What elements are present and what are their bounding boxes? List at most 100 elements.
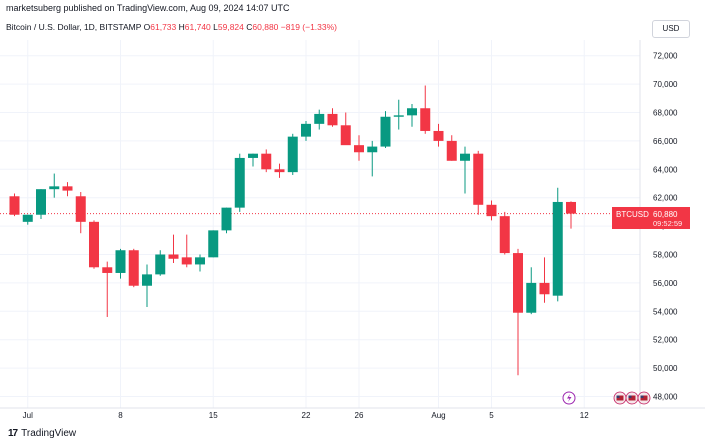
change-value: −819 (−1.33%) [280, 22, 338, 32]
candle [446, 135, 457, 161]
candle [367, 140, 378, 177]
candle-body [181, 257, 192, 265]
candle-body [128, 250, 139, 286]
candle [9, 193, 20, 217]
candle-body [552, 201, 563, 296]
axes [0, 40, 705, 409]
candle [513, 248, 523, 376]
candle-body [155, 254, 166, 275]
candle [36, 189, 46, 219]
tradingview-logo-text: TradingView [21, 428, 77, 439]
high-value: 61,740 [184, 22, 211, 32]
candle [195, 254, 205, 272]
candle [393, 99, 404, 130]
flag-icon[interactable] [625, 391, 639, 405]
time-axis-tick-label: Aug [431, 411, 445, 420]
candle [89, 220, 99, 269]
candle-body [513, 253, 523, 313]
candle-body [208, 230, 219, 258]
candle-body [433, 130, 444, 141]
candle-body [539, 282, 550, 295]
price-axis-tick-label: 66,000 [653, 137, 678, 146]
candle [261, 149, 272, 173]
price-axis-tick-label: 70,000 [653, 80, 678, 89]
candle [102, 261, 113, 317]
candle [168, 234, 179, 264]
candle [274, 163, 285, 178]
candle-body [195, 257, 205, 265]
candle-body [142, 274, 152, 286]
candle-body [221, 207, 232, 231]
time-axis-tick-label: 12 [580, 411, 589, 420]
candle [420, 85, 431, 134]
candle-body [566, 201, 576, 214]
candle-body [367, 146, 378, 153]
candle-body [9, 196, 20, 215]
candle-body [314, 113, 325, 124]
price-axis-tick-label: 68,000 [653, 109, 678, 118]
publisher-note: marketsuberg published on TradingView.co… [6, 3, 290, 13]
candle [234, 153, 245, 212]
candle-body [327, 113, 338, 126]
candle-body [460, 153, 470, 161]
time-axis-tick-label: 15 [209, 411, 218, 420]
candle-body [354, 145, 364, 153]
price-axis-tick-label: 52,000 [653, 336, 678, 345]
lightning-icon[interactable] [562, 391, 576, 405]
candle-body [261, 153, 272, 170]
flag-icon[interactable] [613, 391, 627, 405]
candle [433, 123, 444, 147]
tradingview-logo[interactable]: 17 TradingView [8, 428, 76, 439]
time-axis-tick-label: Jul [23, 411, 33, 420]
candle [566, 201, 576, 229]
event-markers[interactable] [562, 391, 651, 405]
flag-icon[interactable] [637, 391, 651, 405]
candle-body [102, 267, 113, 273]
candle [287, 133, 298, 175]
candle-body [89, 221, 99, 268]
candle [340, 112, 351, 146]
candle-body [49, 186, 60, 190]
price-tag-symbol: BTCUSD [616, 210, 649, 219]
price-axis-tick-label: 64,000 [653, 165, 678, 174]
candle [354, 135, 364, 161]
candle-body [486, 204, 497, 217]
candle-body [115, 250, 126, 273]
candle-body [499, 216, 510, 254]
price-tag-price: 60,880 [653, 210, 678, 219]
candle [552, 187, 563, 302]
time-axis-tick-label: 22 [302, 411, 311, 420]
candle [499, 211, 510, 255]
price-axis-tick-label: 48,000 [653, 393, 678, 402]
candle-body [380, 116, 391, 147]
tradingview-logo-mark: 17 [8, 428, 18, 439]
candle-body [248, 153, 258, 158]
time-axis-tick-label: 26 [355, 411, 364, 420]
price-axis-tick-label: 72,000 [653, 52, 678, 61]
ohlc-legend: Bitcoin / U.S. Dollar, 1D, BITSTAMP O 61,… [6, 22, 337, 32]
close-label: C [246, 22, 253, 32]
candle-body [22, 214, 33, 222]
candle [115, 248, 126, 279]
candle-body [420, 108, 431, 131]
candle [75, 192, 86, 234]
open-label: O [143, 22, 151, 32]
candle [526, 267, 537, 315]
candle-body [274, 169, 285, 173]
high-label: H [178, 22, 185, 32]
candle-body [526, 282, 537, 313]
price-axis-tick-label: 58,000 [653, 251, 678, 260]
last-price-tag: BTCUSD 60,880 09:52:59 [612, 207, 690, 229]
candle [460, 146, 470, 194]
time-axis-tick-label: 5 [489, 411, 494, 420]
candle [142, 264, 152, 308]
candle [327, 108, 338, 127]
candle [380, 111, 391, 148]
candle [208, 230, 219, 258]
symbol-description[interactable]: Bitcoin / U.S. Dollar, 1D, BITSTAMP [6, 22, 142, 32]
currency-button[interactable]: USD [652, 20, 690, 38]
candle [314, 109, 325, 130]
candle-body [407, 108, 417, 116]
candle [49, 173, 60, 198]
